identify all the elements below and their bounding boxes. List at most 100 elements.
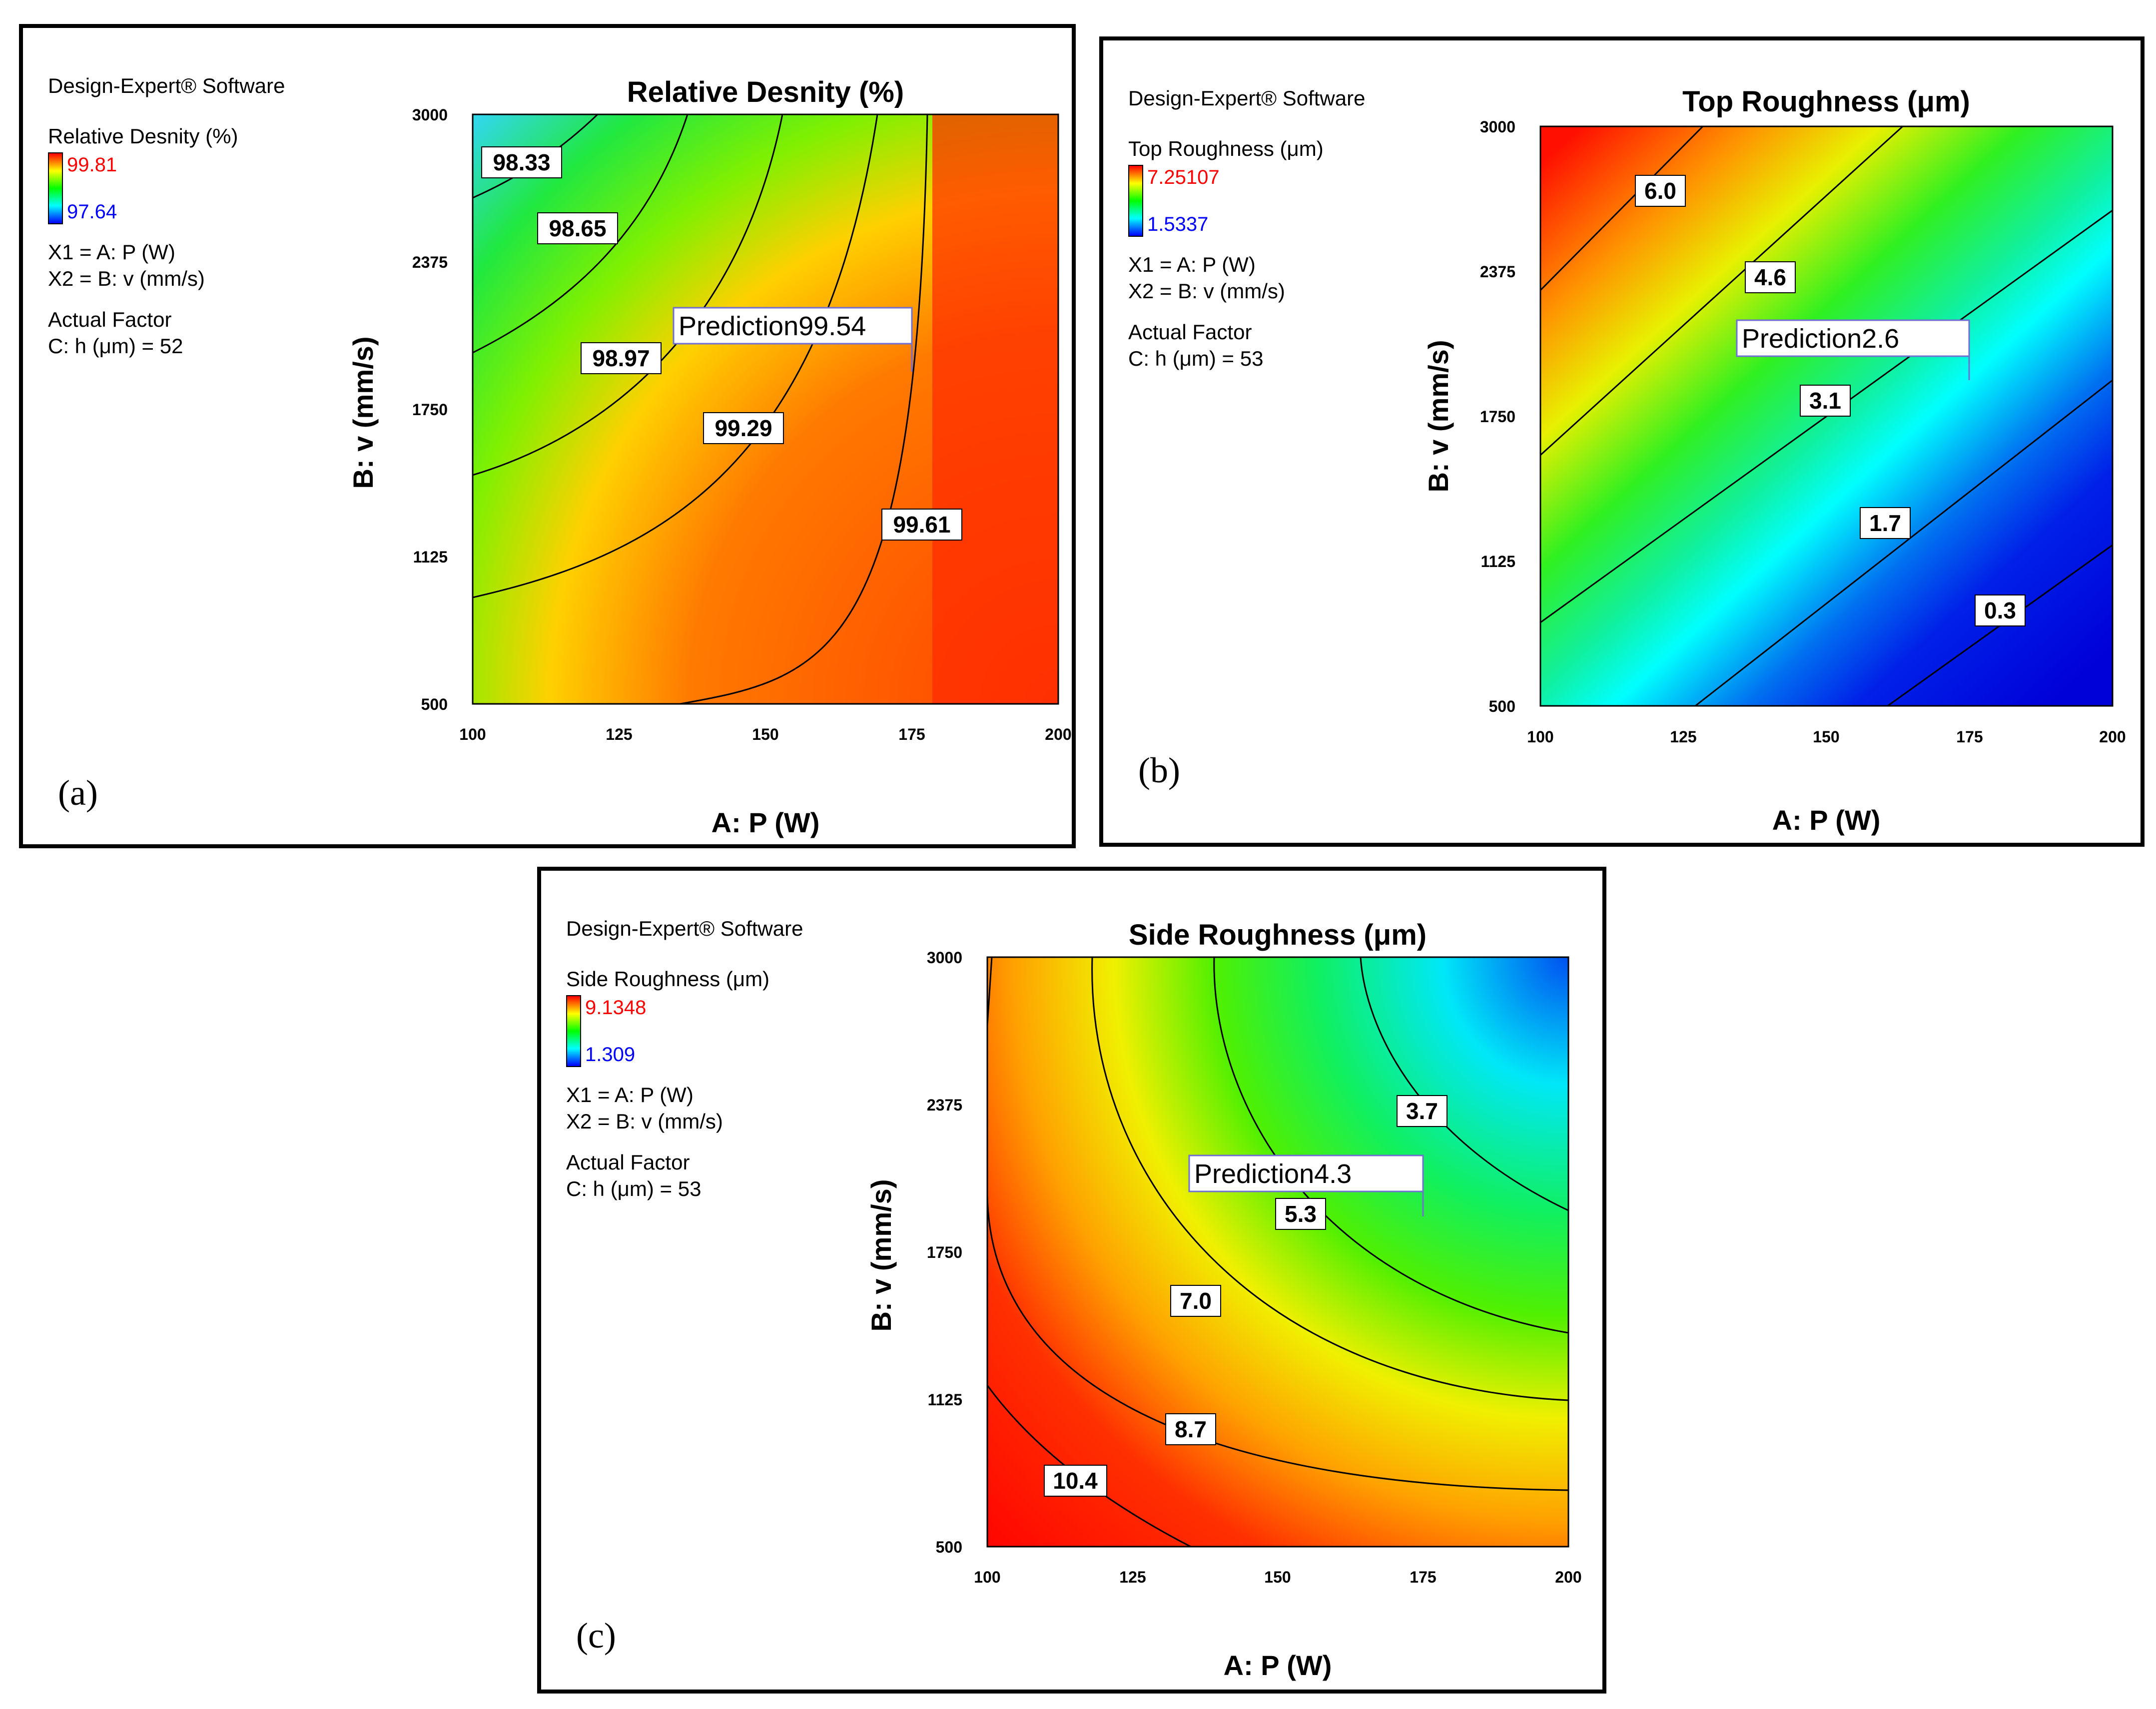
- y-tick-label: 500: [936, 1538, 962, 1556]
- factor-x2: X2 = B: v (mm/s): [1128, 279, 1285, 303]
- legend-low: 97.64: [67, 201, 117, 223]
- panel-letter: (c): [576, 1616, 616, 1656]
- x-tick-label: 175: [1956, 728, 1983, 746]
- side-info: Design-Expert® Software Relative Desnity…: [48, 73, 285, 359]
- contour-label: 3.1: [1809, 388, 1841, 414]
- plot-frame: [1539, 125, 2114, 707]
- y-axis-label: B: v (mm/s): [347, 337, 379, 489]
- contour-line-6.0: [1540, 126, 1704, 291]
- y-tick-label: 1125: [413, 548, 448, 566]
- software-label: Design-Expert® Software: [48, 74, 285, 97]
- legend-low: 1.309: [585, 1044, 636, 1066]
- prediction-label: Prediction: [1742, 324, 1862, 354]
- svg-text:Prediction99.54: Prediction99.54: [679, 311, 866, 341]
- color-legend: 7.25107 1.5337: [1128, 165, 1365, 237]
- contour-plot: Top Roughness (μm) 3000 2375 1750 1125 5…: [1423, 85, 2126, 836]
- contour-plot: Relative Desnity (%) 3000 2375 1750 1125…: [347, 76, 1072, 838]
- actual-factor-value: C: h (μm) = 52: [48, 334, 183, 358]
- legend-gradient: [48, 152, 63, 224]
- contour-line-99.61: [680, 114, 928, 704]
- x-tick-label: 100: [459, 725, 486, 743]
- actual-factor-heading: Actual Factor: [1128, 320, 1252, 344]
- x-tick-label: 150: [752, 725, 778, 743]
- contour-label: 99.29: [715, 415, 772, 441]
- contour-label: 0.3: [1984, 597, 2016, 623]
- legend-low: 1.5337: [1147, 213, 1209, 235]
- contour-labels: 6.0 4.6 3.1 1.7 0.3: [1635, 175, 2026, 626]
- prediction-value: 99.54: [798, 311, 866, 341]
- y-tick-label: 2375: [927, 1096, 962, 1114]
- x-ticks: 100 125 150 175 200: [1527, 728, 2126, 746]
- software-label: Design-Expert® Software: [1128, 86, 1366, 110]
- x-tick-label: 125: [1670, 728, 1696, 746]
- contour-label: 10.4: [1053, 1468, 1098, 1494]
- svg-text:Prediction2.6: Prediction2.6: [1742, 324, 1899, 354]
- side-info: Design-Expert® Software Top Roughness (μ…: [1128, 85, 1365, 372]
- chart-title: Relative Desnity (%): [627, 76, 904, 108]
- panel-c: Design-Expert® Software Side Roughness (…: [537, 867, 1606, 1694]
- svg-text:Prediction4.3: Prediction4.3: [1194, 1159, 1352, 1189]
- y-ticks: 3000 2375 1750 1125 500: [412, 106, 448, 713]
- y-tick-label: 1750: [1480, 408, 1515, 426]
- legend-high: 7.25107: [1147, 166, 1220, 188]
- y-tick-label: 3000: [927, 949, 962, 967]
- contour-line-7.0: [1091, 957, 1568, 1401]
- contour-label: 5.3: [1285, 1201, 1317, 1227]
- x-ticks: 100 125 150 175 200: [974, 1568, 1581, 1586]
- y-tick-label: 1125: [928, 1391, 962, 1409]
- x-tick-label: 100: [1527, 728, 1553, 746]
- prediction-value: 2.6: [1862, 324, 1899, 354]
- prediction-label: Prediction: [679, 311, 798, 341]
- chart-title: Side Roughness (μm): [1129, 919, 1427, 951]
- x-tick-label: 200: [1045, 725, 1071, 743]
- y-tick-label: 1125: [1481, 553, 1515, 570]
- plot-frame: [472, 113, 1059, 705]
- contour-line-8.7: [987, 1195, 1568, 1491]
- x-tick-label: 175: [1410, 1568, 1436, 1586]
- legend-label: Top Roughness (μm): [1128, 136, 1324, 160]
- contour-labels: 98.33 98.65 98.97 99.29 99.61: [481, 146, 962, 541]
- color-legend: 99.81 97.64: [48, 152, 285, 224]
- y-tick-label: 2375: [1480, 263, 1515, 281]
- factor-x2: X2 = B: v (mm/s): [48, 266, 205, 290]
- heatmap-high-region: [932, 114, 1058, 704]
- factor-x1: X1 = A: P (W): [48, 240, 175, 264]
- x-tick-label: 150: [1264, 1568, 1291, 1586]
- x-tick-label: 150: [1813, 728, 1839, 746]
- prediction-box: Prediction99.54: [673, 307, 913, 372]
- contour-label: 99.61: [893, 512, 950, 538]
- factor-x1: X1 = A: P (W): [1128, 253, 1256, 276]
- contour-labels: 3.7 5.3 7.0 8.7 10.4: [1044, 1095, 1447, 1497]
- x-tick-label: 125: [606, 725, 632, 743]
- legend-label: Side Roughness (μm): [566, 967, 770, 991]
- factor-x1: X1 = A: P (W): [566, 1083, 694, 1107]
- actual-factor-value: C: h (μm) = 53: [566, 1176, 702, 1200]
- y-tick-label: 1750: [412, 401, 448, 419]
- y-tick-label: 500: [1489, 697, 1515, 715]
- legend-gradient: [1128, 165, 1143, 237]
- y-axis-label: B: v (mm/s): [1423, 340, 1454, 493]
- x-axis-label: A: P (W): [712, 807, 820, 838]
- contour-line-1.7: [1695, 379, 2113, 706]
- y-ticks: 3000 2375 1750 1125 500: [1480, 118, 1515, 715]
- contour-line-98.65: [473, 114, 689, 354]
- prediction-label: Prediction: [1194, 1159, 1314, 1189]
- contour-plot: Side Roughness (μm) 3000 2375 1750 1125 …: [865, 919, 1582, 1681]
- prediction-box: Prediction4.3: [1188, 1154, 1424, 1216]
- y-ticks: 3000 2375 1750 1125 500: [927, 949, 962, 1556]
- color-legend: 9.1348 1.309: [566, 995, 803, 1067]
- y-tick-label: 3000: [1480, 118, 1515, 136]
- y-axis-label: B: v (mm/s): [865, 1179, 897, 1332]
- legend-high: 99.81: [67, 154, 117, 176]
- contour-label: 3.7: [1406, 1098, 1438, 1124]
- contour-line-3.7: [1360, 957, 1568, 1211]
- y-tick-label: 2375: [412, 253, 448, 271]
- panel-b: Design-Expert® Software Top Roughness (μ…: [1099, 36, 2145, 847]
- software-label: Design-Expert® Software: [566, 917, 803, 940]
- contour-label: 4.6: [1754, 264, 1786, 290]
- panel-a: Design-Expert® Software Relative Desnity…: [19, 24, 1076, 848]
- y-tick-label: 1750: [927, 1243, 962, 1261]
- contour-line-4.6: [1540, 126, 1904, 456]
- contour-label: 98.97: [592, 345, 650, 371]
- factor-x2: X2 = B: v (mm/s): [566, 1109, 723, 1133]
